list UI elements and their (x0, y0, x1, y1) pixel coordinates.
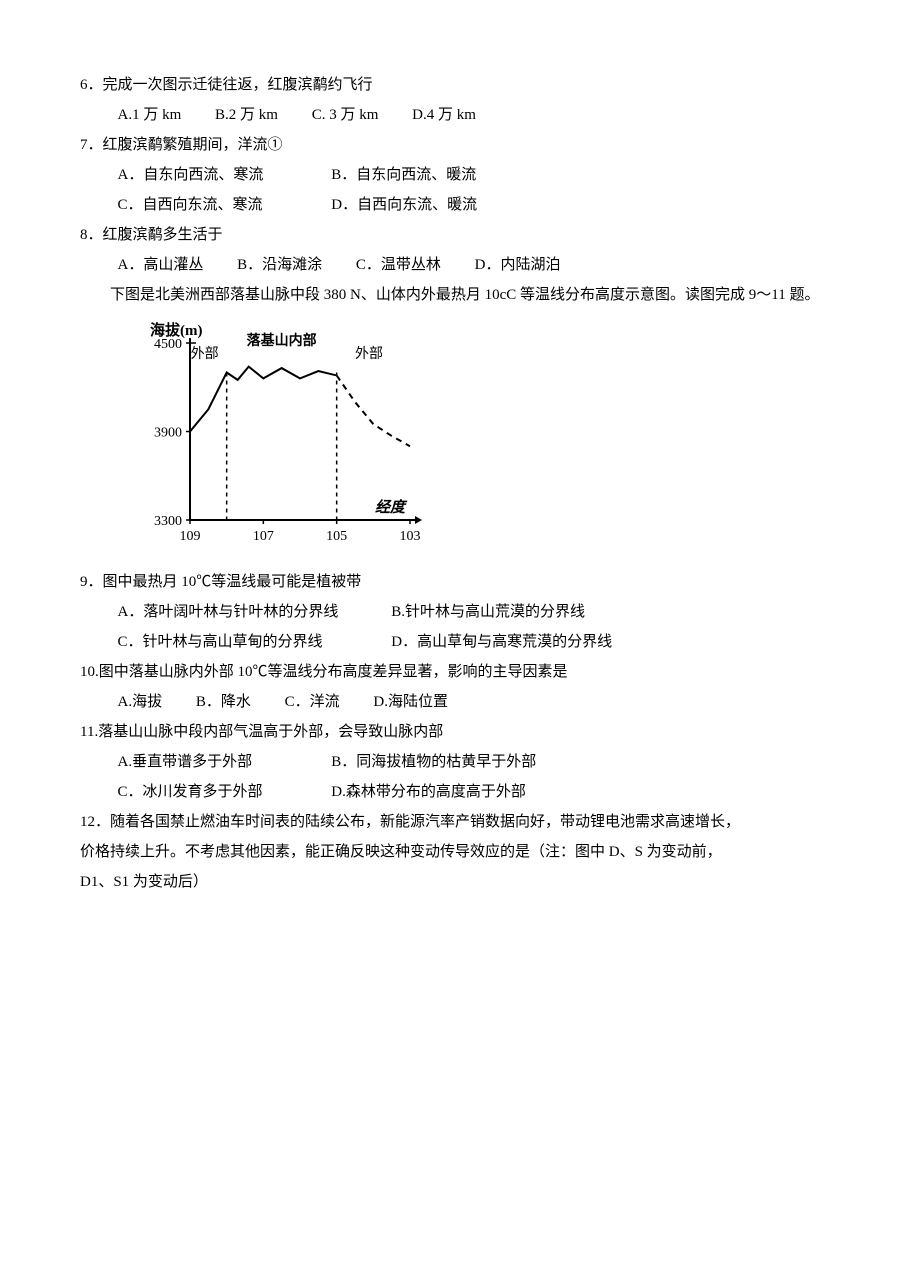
option-9-c: C．针叶林与高山草甸的分界线 (118, 627, 388, 657)
option-10-d: D.海陆位置 (373, 687, 448, 717)
question-9-text: 9．图中最热月 10℃等温线最可能是植被带 (80, 567, 850, 597)
question-7-options: A．自东向西流、寒流 B．自东向西流、暖流 C．自西向东流、寒流 D．自西向东流… (80, 160, 850, 220)
option-9-a: A．落叶阔叶林与针叶林的分界线 (118, 597, 388, 627)
question-7-text: 7．红腹滨鹬繁殖期间，洋流① (80, 130, 850, 160)
option-7-d: D．自西向东流、暖流 (331, 197, 477, 213)
svg-text:4500: 4500 (154, 337, 182, 352)
option-6-d: D.4 万 km (412, 100, 476, 130)
option-10-c: C．洋流 (285, 687, 340, 717)
svg-text:3900: 3900 (154, 426, 182, 441)
svg-text:109: 109 (180, 529, 201, 544)
option-8-a: A．高山灌丛 (118, 250, 204, 280)
option-7-c: C．自西向东流、寒流 (118, 190, 328, 220)
svg-text:3300: 3300 (154, 514, 182, 529)
question-10-options: A.海拔 B．降水 C．洋流 D.海陆位置 (80, 687, 850, 717)
option-9-d: D．高山草甸与高寒荒漠的分界线 (391, 634, 612, 650)
option-7-b: B．自东向西流、暖流 (331, 167, 476, 183)
option-8-d: D．内陆湖泊 (475, 250, 561, 280)
question-8-options: A．高山灌丛 B．沿海滩涂 C．温带丛林 D．内陆湖泊 (80, 250, 850, 280)
question-11: 11.落基山山脉中段内部气温高于外部，会导致山脉内部 A.垂直带谱多于外部 B．… (80, 717, 850, 807)
svg-text:海拔(m): 海拔(m) (150, 321, 203, 339)
option-9-b: B.针叶林与高山荒漠的分界线 (391, 604, 585, 620)
question-9: 9．图中最热月 10℃等温线最可能是植被带 A．落叶阔叶林与针叶林的分界线 B.… (80, 567, 850, 657)
question-12: 12．随着各国禁止燃油车时间表的陆续公布，新能源汽率产销数据向好，带动锂电池需求… (80, 807, 850, 897)
option-10-a: A.海拔 (118, 687, 163, 717)
question-12-line3: D1、S1 为变动后） (80, 867, 850, 897)
svg-text:107: 107 (253, 529, 274, 544)
question-7: 7．红腹滨鹬繁殖期间，洋流① A．自东向西流、寒流 B．自东向西流、暖流 C．自… (80, 130, 850, 220)
svg-text:103: 103 (400, 529, 421, 544)
option-11-a: A.垂直带谱多于外部 (118, 747, 328, 777)
svg-text:外部: 外部 (355, 346, 383, 362)
question-10: 10.图中落基山脉内外部 10℃等温线分布高度差异显著，影响的主导因素是 A.海… (80, 657, 850, 717)
question-12-line2: 价格持续上升。不考虑其他因素，能正确反映这种变动传导效应的是（注：图中 D、S … (80, 837, 850, 867)
svg-text:外部: 外部 (191, 346, 219, 362)
altitude-chart: 3300 3900 4500 109 107 105 103 海拔(m) 经度 落基山内部外部 外部 (140, 318, 850, 559)
question-9-options: A．落叶阔叶林与针叶林的分界线 B.针叶林与高山荒漠的分界线 C．针叶林与高山草… (80, 597, 850, 657)
option-8-b: B．沿海滩涂 (237, 250, 322, 280)
question-11-options: A.垂直带谱多于外部 B．同海拔植物的枯黄早于外部 C．冰川发育多于外部 D.森… (80, 747, 850, 807)
question-8: 8．红腹滨鹬多生活于 A．高山灌丛 B．沿海滩涂 C．温带丛林 D．内陆湖泊 (80, 220, 850, 280)
altitude-chart-svg: 3300 3900 4500 109 107 105 103 海拔(m) 经度 落基山内部外部 外部 (140, 318, 430, 548)
option-6-a: A.1 万 km (118, 100, 182, 130)
option-11-c: C．冰川发育多于外部 (118, 777, 328, 807)
option-11-d: D.森林带分布的高度高于外部 (331, 784, 526, 800)
question-6: 6．完成一次图示迁徒往返，红腹滨鹬约飞行 A.1 万 km B.2 万 km C… (80, 70, 850, 130)
question-11-text: 11.落基山山脉中段内部气温高于外部，会导致山脉内部 (80, 717, 850, 747)
question-8-text: 8．红腹滨鹬多生活于 (80, 220, 850, 250)
svg-text:经度: 经度 (375, 498, 408, 516)
question-12-line1: 12．随着各国禁止燃油车时间表的陆续公布，新能源汽率产销数据向好，带动锂电池需求… (80, 807, 850, 837)
option-7-a: A．自东向西流、寒流 (118, 160, 328, 190)
option-10-b: B．降水 (196, 687, 251, 717)
svg-text:105: 105 (326, 529, 347, 544)
option-11-b: B．同海拔植物的枯黄早于外部 (331, 754, 536, 770)
svg-text:落基山内部: 落基山内部 (247, 332, 317, 349)
question-6-text: 6．完成一次图示迁徒往返，红腹滨鹬约飞行 (80, 70, 850, 100)
question-10-text: 10.图中落基山脉内外部 10℃等温线分布高度差异显著，影响的主导因素是 (80, 657, 850, 687)
option-6-b: B.2 万 km (215, 100, 278, 130)
question-6-options: A.1 万 km B.2 万 km C. 3 万 km D.4 万 km (80, 100, 850, 130)
option-8-c: C．温带丛林 (356, 250, 441, 280)
intro-text-1: 下图是北美洲西部落基山脉中段 380 N、山体内外最热月 10cC 等温线分布高… (80, 280, 850, 310)
option-6-c: C. 3 万 km (312, 100, 379, 130)
